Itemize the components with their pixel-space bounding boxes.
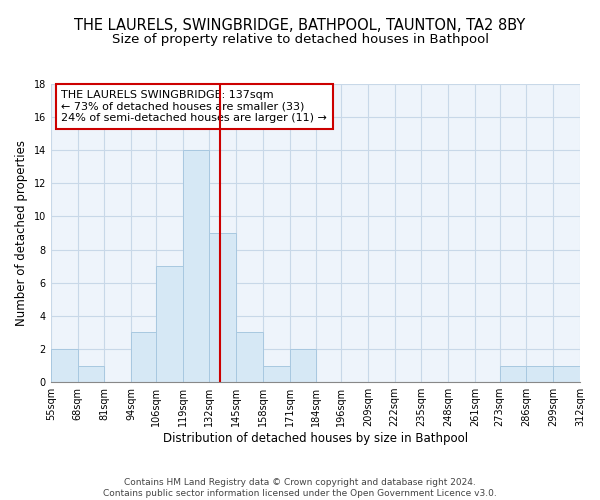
Bar: [290, 349, 316, 382]
Bar: [51, 349, 77, 382]
Bar: [526, 366, 553, 382]
Y-axis label: Number of detached properties: Number of detached properties: [15, 140, 28, 326]
Text: Contains HM Land Registry data © Crown copyright and database right 2024.
Contai: Contains HM Land Registry data © Crown c…: [103, 478, 497, 498]
X-axis label: Distribution of detached houses by size in Bathpool: Distribution of detached houses by size …: [163, 432, 468, 445]
Text: Size of property relative to detached houses in Bathpool: Size of property relative to detached ho…: [112, 32, 488, 46]
Bar: [500, 366, 526, 382]
Bar: [182, 150, 209, 382]
Bar: [263, 366, 290, 382]
Text: THE LAURELS SWINGBRIDGE: 137sqm
← 73% of detached houses are smaller (33)
24% of: THE LAURELS SWINGBRIDGE: 137sqm ← 73% of…: [61, 90, 327, 123]
Bar: [236, 332, 263, 382]
Bar: [131, 332, 156, 382]
Bar: [77, 366, 104, 382]
Bar: [553, 366, 580, 382]
Bar: [209, 233, 236, 382]
Text: THE LAURELS, SWINGBRIDGE, BATHPOOL, TAUNTON, TA2 8BY: THE LAURELS, SWINGBRIDGE, BATHPOOL, TAUN…: [74, 18, 526, 32]
Bar: [156, 266, 182, 382]
